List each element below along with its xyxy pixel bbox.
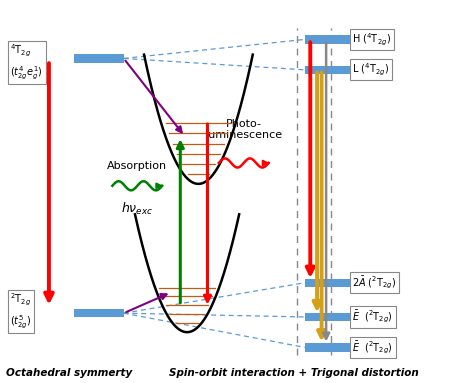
Text: Absorption: Absorption xyxy=(107,160,167,170)
Text: Octahedral symmerty: Octahedral symmerty xyxy=(6,368,132,378)
Text: $\bar{E}$  ($^2$T$_{2g}$): $\bar{E}$ ($^2$T$_{2g}$) xyxy=(352,309,393,325)
Text: Photo-
luminescence: Photo- luminescence xyxy=(205,119,282,140)
Bar xyxy=(305,65,350,74)
Bar xyxy=(305,278,350,287)
Bar xyxy=(305,343,350,352)
Bar xyxy=(74,309,124,318)
Text: L ($^4$T$_{2g}$): L ($^4$T$_{2g}$) xyxy=(352,62,390,78)
Text: $^4$T$_{2g}$
$(t_{2g}^4 e_g^1)$: $^4$T$_{2g}$ $(t_{2g}^4 e_g^1)$ xyxy=(10,43,43,82)
Text: H ($^4$T$_{2g}$): H ($^4$T$_{2g}$) xyxy=(352,31,392,47)
Text: 2$\bar{A}$ ($^2$T$_{2g}$): 2$\bar{A}$ ($^2$T$_{2g}$) xyxy=(352,275,397,291)
Text: $^2$T$_{2g}$
$(t_{2g}^5)$: $^2$T$_{2g}$ $(t_{2g}^5)$ xyxy=(10,291,32,331)
Bar xyxy=(74,54,124,62)
Bar xyxy=(305,313,350,321)
Text: $h\nu_{exc}$: $h\nu_{exc}$ xyxy=(121,201,153,217)
Text: $\bar{E}$  ($^2$T$_{2g}$): $\bar{E}$ ($^2$T$_{2g}$) xyxy=(352,339,393,355)
Text: Spin-orbit interaction + Trigonal distortion: Spin-orbit interaction + Trigonal distor… xyxy=(169,368,419,378)
Bar xyxy=(305,35,350,44)
